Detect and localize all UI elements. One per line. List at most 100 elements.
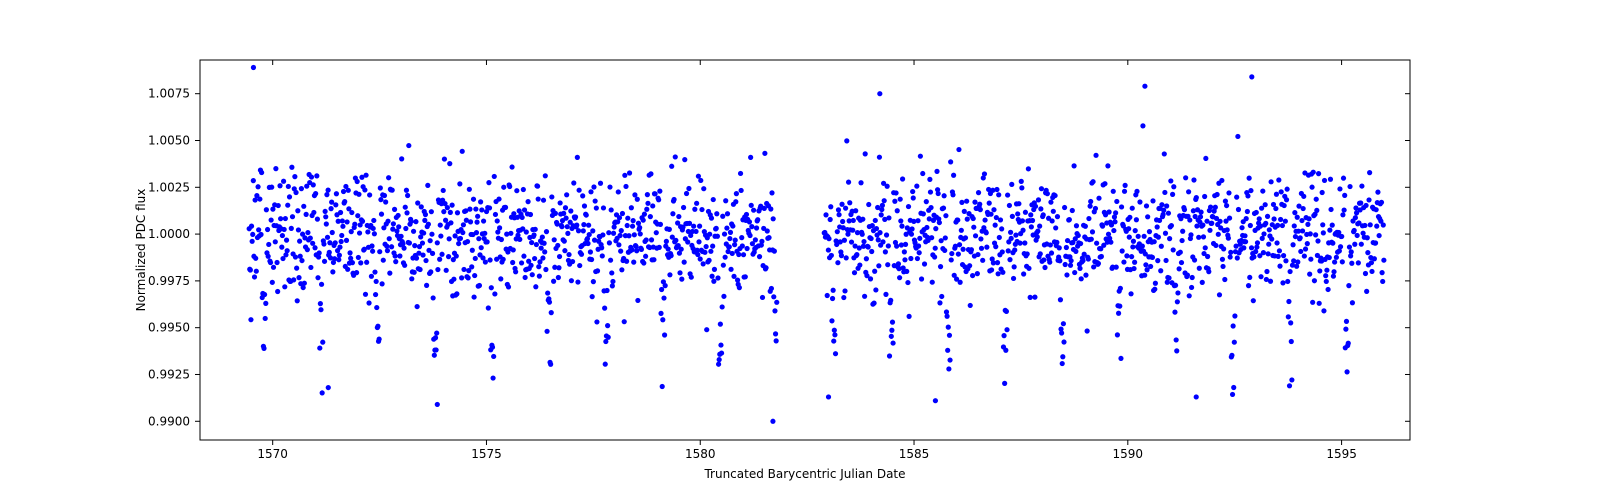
data-point xyxy=(857,262,862,267)
data-point xyxy=(1187,293,1192,298)
data-point xyxy=(323,214,328,219)
data-point xyxy=(1317,268,1322,273)
data-point xyxy=(872,269,877,274)
data-point xyxy=(1302,253,1307,258)
data-point xyxy=(590,228,595,233)
data-point xyxy=(1086,256,1091,261)
data-point xyxy=(971,225,976,230)
data-point xyxy=(1356,260,1361,265)
data-point xyxy=(490,375,495,380)
data-point xyxy=(1198,210,1203,215)
data-point xyxy=(1276,177,1281,182)
data-point xyxy=(842,288,847,293)
data-point xyxy=(1182,207,1187,212)
data-point xyxy=(711,197,716,202)
data-point xyxy=(435,267,440,272)
data-point xyxy=(286,184,291,189)
data-point xyxy=(982,171,987,176)
data-point xyxy=(429,209,434,214)
data-point xyxy=(1196,235,1201,240)
data-point xyxy=(310,241,315,246)
data-point xyxy=(1057,245,1062,250)
data-point xyxy=(1248,188,1253,193)
data-point xyxy=(1285,279,1290,284)
data-point xyxy=(339,233,344,238)
data-point xyxy=(479,245,484,250)
scatter-series xyxy=(247,65,1387,424)
data-point xyxy=(1171,184,1176,189)
data-point xyxy=(552,237,557,242)
data-point xyxy=(580,193,585,198)
data-point xyxy=(617,233,622,238)
data-point xyxy=(748,155,753,160)
data-point xyxy=(530,272,535,277)
data-point xyxy=(1325,287,1330,292)
data-point xyxy=(1118,286,1123,291)
data-point xyxy=(1032,295,1037,300)
data-point xyxy=(320,390,325,395)
data-point xyxy=(1130,244,1135,249)
x-tick-label: 1590 xyxy=(1113,447,1144,461)
data-point xyxy=(769,190,774,195)
data-point xyxy=(892,199,897,204)
data-point xyxy=(1268,279,1273,284)
data-point xyxy=(1330,241,1335,246)
data-point xyxy=(1200,280,1205,285)
data-point xyxy=(899,224,904,229)
data-point xyxy=(1039,186,1044,191)
data-point xyxy=(656,197,661,202)
data-point xyxy=(945,348,950,353)
data-point xyxy=(1229,353,1234,358)
data-point xyxy=(1100,224,1105,229)
data-point xyxy=(956,147,961,152)
data-point xyxy=(555,243,560,248)
data-point xyxy=(334,191,339,196)
data-point xyxy=(854,252,859,257)
data-point xyxy=(1217,292,1222,297)
data-point xyxy=(645,201,650,206)
data-point xyxy=(616,189,621,194)
data-point xyxy=(541,198,546,203)
data-point xyxy=(660,384,665,389)
data-point xyxy=(1054,240,1059,245)
data-point xyxy=(707,232,712,237)
data-point xyxy=(955,217,960,222)
data-point xyxy=(1019,179,1024,184)
data-point xyxy=(431,295,436,300)
data-point xyxy=(1215,192,1220,197)
data-point xyxy=(263,316,268,321)
data-point xyxy=(963,235,968,240)
data-point xyxy=(248,317,253,322)
data-point xyxy=(365,229,370,234)
data-point xyxy=(356,255,361,260)
data-point xyxy=(1074,223,1079,228)
data-point xyxy=(1337,186,1342,191)
data-point xyxy=(496,196,501,201)
data-point xyxy=(860,217,865,222)
data-point xyxy=(673,238,678,243)
data-point xyxy=(882,198,887,203)
data-point xyxy=(1163,231,1168,236)
data-point xyxy=(252,274,257,279)
data-point xyxy=(976,190,981,195)
data-point xyxy=(344,219,349,224)
data-point xyxy=(1108,240,1113,245)
data-point xyxy=(490,345,495,350)
data-point xyxy=(1158,268,1163,273)
data-point xyxy=(1178,250,1183,255)
data-point xyxy=(360,219,365,224)
data-point xyxy=(727,236,732,241)
data-point xyxy=(270,280,275,285)
data-point xyxy=(723,198,728,203)
data-point xyxy=(1340,212,1345,217)
data-point xyxy=(928,189,933,194)
data-point xyxy=(1190,275,1195,280)
data-point xyxy=(979,246,984,251)
data-point xyxy=(1029,224,1034,229)
data-point xyxy=(740,243,745,248)
data-point xyxy=(282,227,287,232)
data-point xyxy=(1119,204,1124,209)
data-point xyxy=(473,256,478,261)
data-point xyxy=(606,335,611,340)
data-point xyxy=(619,228,624,233)
